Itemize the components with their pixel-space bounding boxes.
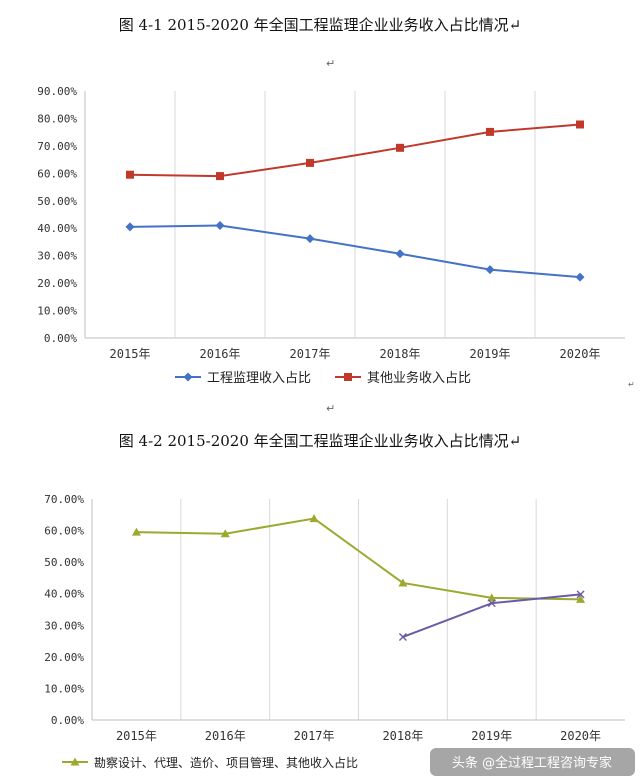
chart-2-title: 图 4-2 2015-2020 年全国工程监理企业业务收入占比情况↵ xyxy=(118,432,522,450)
legend-label-1: 工程监理收入占比 xyxy=(207,371,311,386)
y-tick-label: 50.00% xyxy=(37,195,77,208)
paragraph-mark: ↵ xyxy=(326,402,336,415)
series-1-point xyxy=(305,234,315,244)
series-1-line xyxy=(129,224,581,279)
y-tick-label: 70.00% xyxy=(44,493,84,506)
y-tick-label: 70.00% xyxy=(37,140,77,153)
paragraph-mark: ↵ xyxy=(628,380,635,389)
chart-1-title: 图 4-1 2015-2020 年全国工程监理企业业务收入占比情况↵ xyxy=(118,16,522,34)
x-tick-label: 2016年 xyxy=(205,729,246,743)
y-tick-label: 40.00% xyxy=(44,588,84,601)
series-2-point xyxy=(216,172,224,181)
y-tick-label: 60.00% xyxy=(44,525,84,538)
x-tick-label: 2015年 xyxy=(110,347,151,361)
series-2-point xyxy=(486,127,494,136)
y-tick-label: 0.00% xyxy=(51,714,84,727)
series-1-point xyxy=(398,578,408,587)
series-2-point xyxy=(126,170,134,179)
x-tick-label: 2017年 xyxy=(290,347,331,361)
x-tick-label: 2019年 xyxy=(471,729,512,743)
x-tick-label: 2020年 xyxy=(560,347,601,361)
paragraph-mark: ↵ xyxy=(326,57,336,70)
y-tick-label: 90.00% xyxy=(37,85,77,98)
x-tick-label: 2018年 xyxy=(382,729,423,743)
series-1-point xyxy=(220,529,230,538)
series-1-point xyxy=(215,220,225,230)
series-2-point xyxy=(396,143,404,152)
y-tick-label: 50.00% xyxy=(44,556,84,569)
series-1-point xyxy=(395,249,405,259)
series-1-point xyxy=(485,265,495,275)
x-tick-label: 2016年 xyxy=(200,347,241,361)
y-tick-label: 0.00% xyxy=(44,332,77,345)
legend-marker xyxy=(344,373,352,381)
watermark-text: 头条 @全过程工程咨询专家 xyxy=(452,755,612,771)
y-tick-label: 20.00% xyxy=(44,651,84,664)
series-1-line xyxy=(136,517,581,601)
series-2-point xyxy=(487,599,496,608)
x-tick-label: 2015年 xyxy=(116,729,157,743)
legend-marker xyxy=(183,372,193,382)
legend-label-1: 勘察设计、代理、造价、项目管理、其他收入占比 xyxy=(94,755,358,770)
y-tick-label: 10.00% xyxy=(44,682,84,695)
y-tick-label: 10.00% xyxy=(37,305,77,318)
series-1-point xyxy=(309,514,319,523)
series-2-point xyxy=(576,590,585,599)
series-2-point xyxy=(398,632,407,641)
series-2-point xyxy=(576,120,584,129)
x-tick-label: 2019年 xyxy=(470,347,511,361)
series-1-point xyxy=(575,272,585,282)
y-tick-label: 60.00% xyxy=(37,167,77,180)
series-1-point xyxy=(487,593,497,602)
series-1-point xyxy=(125,222,135,232)
watermark-badge xyxy=(430,748,635,776)
series-2-line xyxy=(129,123,581,178)
y-tick-label: 30.00% xyxy=(37,250,77,263)
legend-marker xyxy=(70,757,80,766)
series-1-point xyxy=(576,594,586,603)
series-1-point xyxy=(131,527,141,536)
x-tick-label: 2018年 xyxy=(380,347,421,361)
y-tick-label: 20.00% xyxy=(37,277,77,290)
x-tick-label: 2017年 xyxy=(294,729,335,743)
legend-label-2: 其他业务收入占比 xyxy=(367,370,471,386)
y-tick-label: 40.00% xyxy=(37,222,77,235)
y-tick-label: 30.00% xyxy=(44,619,84,632)
y-tick-label: 80.00% xyxy=(37,112,77,125)
x-tick-label: 2020年 xyxy=(560,729,601,743)
series-2-point xyxy=(306,158,314,167)
